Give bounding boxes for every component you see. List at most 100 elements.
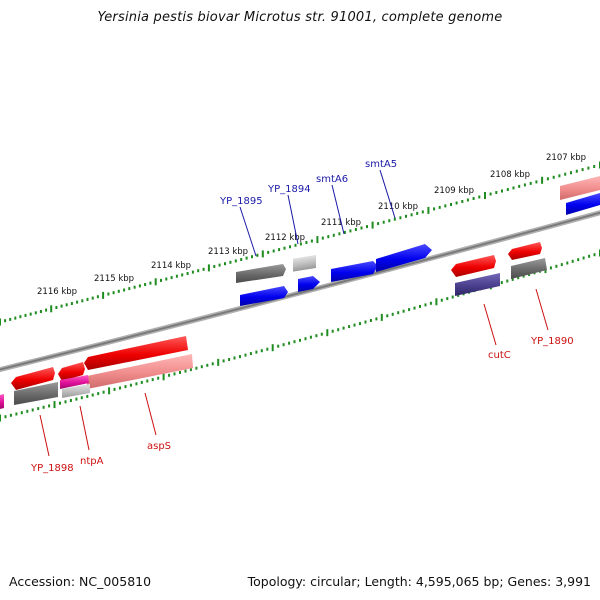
minor-tick	[294, 243, 297, 247]
genome-backbone	[0, 210, 600, 373]
major-tick	[154, 278, 157, 286]
major-tick	[50, 305, 53, 313]
minor-tick	[310, 239, 313, 243]
label-YP_1895: YP_1895	[219, 196, 263, 207]
minor-tick	[558, 174, 561, 178]
label-YP_1898: YP_1898	[30, 463, 74, 474]
minor-tick	[382, 220, 385, 224]
minor-tick	[353, 323, 356, 327]
minor-tick	[410, 213, 413, 217]
minor-tick	[197, 269, 200, 273]
minor-tick	[9, 413, 12, 417]
minor-tick	[495, 191, 498, 194]
minor-tick	[20, 411, 23, 415]
minor-tick	[133, 285, 136, 289]
minor-tick	[446, 297, 449, 301]
minor-tick	[140, 380, 143, 384]
minor-tick	[457, 293, 460, 297]
minor-tick	[337, 328, 340, 332]
minor-tick	[581, 168, 584, 172]
gene-smtA5	[376, 244, 432, 272]
accession-text: Accession: NC_005810	[9, 574, 152, 589]
minor-tick	[402, 309, 405, 313]
minor-tick	[364, 320, 367, 324]
kbp-label: 2108 kbp	[490, 170, 530, 180]
minor-tick	[575, 169, 578, 173]
feature-labels: YP_1895 YP_1894 smtA6 smtA5 cutC YP_1890…	[30, 159, 574, 474]
minor-tick	[304, 337, 307, 341]
minor-tick	[173, 372, 176, 376]
minor-tick	[570, 171, 572, 175]
minor-tick	[455, 201, 458, 205]
minor-tick	[186, 272, 189, 275]
kbp-label: 2114 kbp	[151, 261, 191, 271]
minor-tick	[451, 295, 454, 299]
minor-tick	[405, 214, 407, 218]
minor-tick	[413, 306, 416, 310]
kbp-label: 2116 kbp	[37, 287, 77, 297]
minor-tick	[70, 302, 73, 305]
minor-tick	[267, 250, 270, 254]
minor-tick	[138, 284, 141, 288]
minor-tick	[391, 312, 394, 316]
forward-genes	[236, 176, 600, 306]
reverse-genes	[0, 242, 547, 409]
minor-tick	[26, 409, 29, 413]
minor-tick	[359, 322, 361, 326]
minor-tick	[200, 365, 203, 369]
minor-tick	[377, 222, 380, 226]
minor-tick	[388, 219, 391, 223]
minor-tick	[15, 412, 18, 416]
label-smtA6: smtA6	[316, 174, 348, 185]
gene-forward-blue-edge	[566, 193, 600, 215]
minor-tick	[184, 369, 187, 373]
kbp-label: 2110 kbp	[378, 202, 418, 212]
major-tick	[435, 298, 438, 306]
minor-tick	[338, 232, 341, 236]
minor-tick	[266, 347, 269, 351]
minor-tick	[393, 217, 396, 221]
label-cutC: cutC	[488, 350, 511, 361]
minor-tick	[506, 188, 509, 191]
leader-lines	[39, 169, 549, 457]
minor-tick	[564, 172, 567, 176]
minor-tick	[478, 195, 481, 199]
gene-YP_1894-pseudo	[293, 254, 316, 272]
major-tick	[162, 373, 165, 381]
minor-tick	[375, 317, 378, 321]
minor-tick	[299, 338, 301, 342]
label-ntpA: ntpA	[80, 456, 104, 467]
minor-tick	[59, 401, 61, 405]
minor-tick	[224, 262, 226, 266]
gene-ntpA	[58, 362, 85, 381]
major-tick	[484, 192, 486, 199]
minor-tick	[354, 228, 357, 231]
minor-tick	[189, 368, 192, 372]
minor-tick	[506, 279, 509, 283]
minor-tick	[64, 400, 67, 404]
minor-tick	[102, 390, 105, 394]
minor-tick	[360, 226, 363, 230]
gene-aspS-pink	[87, 354, 193, 389]
kbp-label: 2113 kbp	[208, 247, 248, 257]
minor-tick	[593, 165, 596, 168]
minor-tick	[588, 254, 591, 258]
minor-tick	[86, 297, 89, 301]
major-tick	[541, 176, 544, 184]
gene-reverse-lgray	[62, 384, 90, 398]
minor-tick	[233, 356, 236, 360]
minor-tick	[386, 314, 389, 318]
minor-tick	[202, 267, 205, 271]
gene-cutC	[451, 255, 496, 277]
gene-ntpA-magenta	[60, 375, 89, 389]
minor-tick	[107, 292, 110, 296]
gene-YP_1895	[240, 286, 288, 306]
minor-tick	[397, 311, 400, 315]
minor-tick	[129, 383, 132, 387]
minor-tick	[119, 386, 121, 390]
minor-tick	[191, 270, 194, 274]
minor-tick	[42, 405, 45, 409]
minor-tick	[218, 263, 221, 267]
minor-tick	[549, 266, 552, 270]
